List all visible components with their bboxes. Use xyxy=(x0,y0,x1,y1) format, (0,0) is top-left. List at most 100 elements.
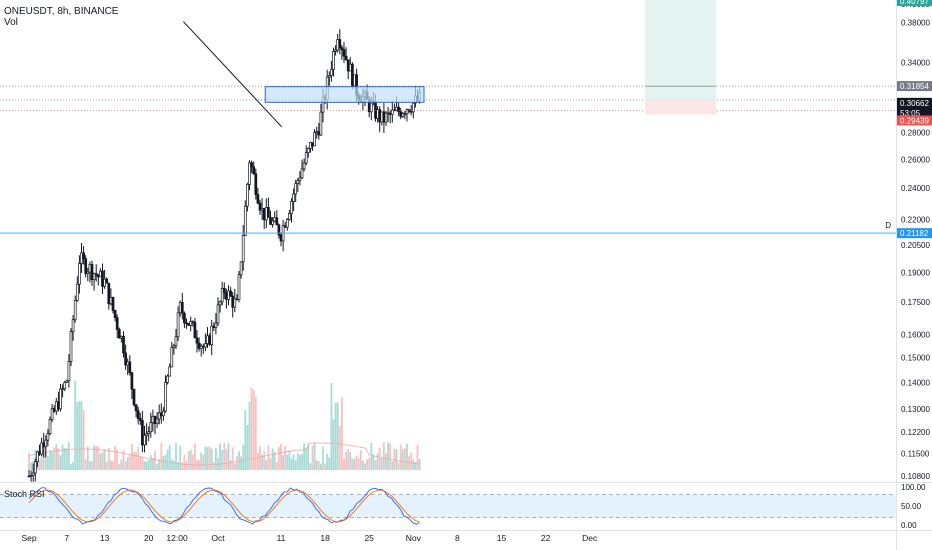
candle-body xyxy=(306,148,310,154)
volume-bar xyxy=(162,456,165,470)
candle-body xyxy=(405,109,409,115)
volume-bar xyxy=(383,442,385,470)
price-tick-label: 0.11500 xyxy=(901,449,930,458)
volume-bar xyxy=(231,447,234,470)
time-tick-label: 7 xyxy=(64,533,69,543)
volume-bar xyxy=(97,446,100,470)
candle-body xyxy=(40,442,43,455)
volume-bar xyxy=(385,453,387,470)
volume-bar xyxy=(320,463,322,470)
candle-body xyxy=(380,111,384,123)
volume-bar xyxy=(65,448,68,470)
price-tag xyxy=(897,0,932,6)
price-tag-label: 0.31854 xyxy=(900,82,929,91)
candle-body xyxy=(338,39,342,48)
candle-body xyxy=(269,216,272,225)
candle-body xyxy=(61,388,64,390)
volume-bar xyxy=(145,461,148,470)
volume-bar xyxy=(112,461,114,470)
candle-body xyxy=(147,431,151,434)
candle-body xyxy=(290,201,293,214)
candle-body xyxy=(101,270,104,287)
candle-body xyxy=(340,47,344,50)
volume-bar xyxy=(179,445,182,470)
candle-body xyxy=(157,412,161,420)
candle-body xyxy=(401,113,405,117)
volume-bar xyxy=(269,457,272,470)
volume-bar xyxy=(257,452,259,470)
price-tick-label: 0.12200 xyxy=(901,428,930,437)
candle-body xyxy=(63,382,67,390)
candle-body xyxy=(344,55,348,61)
candle-body xyxy=(313,132,316,147)
volume-bar xyxy=(76,401,79,470)
candle-body xyxy=(99,270,102,278)
volume-bar xyxy=(299,454,301,470)
candle-body xyxy=(201,345,205,348)
volume-bar xyxy=(412,459,415,470)
price-tag-label: 0.30662 xyxy=(900,99,929,108)
volume-bar xyxy=(221,449,224,470)
volume-bar xyxy=(55,444,58,470)
volume-bar xyxy=(353,458,356,470)
candle-body xyxy=(258,202,262,211)
volume-bar xyxy=(101,452,104,470)
volume-bar xyxy=(317,461,320,470)
volume-bar xyxy=(154,450,156,470)
volume-bar xyxy=(72,461,74,470)
candle-body xyxy=(241,235,245,263)
volume-bar xyxy=(233,463,236,470)
candle-body xyxy=(172,345,176,348)
volume-ma-line xyxy=(28,442,420,466)
volume-bar xyxy=(389,443,392,470)
candle-body xyxy=(395,106,398,111)
volume-bar xyxy=(173,460,175,470)
candle-body xyxy=(336,39,340,51)
candle-body xyxy=(138,418,142,421)
candle-body xyxy=(294,183,298,195)
candle-body xyxy=(216,304,220,324)
volume-bar xyxy=(78,401,81,470)
candle-body xyxy=(178,301,182,314)
volume-bar xyxy=(252,390,255,470)
price-tick-label: 0.28000 xyxy=(901,129,930,138)
volume-bar xyxy=(334,402,337,470)
volume-bar xyxy=(143,461,146,470)
candle-body xyxy=(298,177,302,182)
volume-bar xyxy=(141,457,144,470)
candle-body xyxy=(44,439,48,448)
volume-bar xyxy=(301,453,303,470)
volume-bar xyxy=(282,455,284,470)
volume-bar xyxy=(397,462,400,470)
volume-bar xyxy=(124,461,127,470)
volume-bar xyxy=(326,453,329,470)
volume-bar xyxy=(42,448,45,470)
volume-bar xyxy=(30,462,32,470)
candle-body xyxy=(271,220,274,225)
candle-body xyxy=(120,336,123,339)
volume-bar xyxy=(191,454,194,470)
price-tick-label: 0.10800 xyxy=(901,472,930,481)
candle-body xyxy=(262,208,266,221)
volume-bar xyxy=(261,454,263,470)
volume-bar xyxy=(349,452,352,470)
candle-body xyxy=(319,111,323,136)
volume-bar xyxy=(82,409,85,470)
candle-body xyxy=(122,336,125,354)
volume-bar xyxy=(366,459,368,470)
volume-bar xyxy=(387,442,389,470)
time-tick-label: 15 xyxy=(497,533,507,543)
volume-bar xyxy=(212,461,215,470)
volume-bar xyxy=(292,454,295,470)
volume-bar xyxy=(223,442,226,470)
volume-bar xyxy=(200,452,203,470)
volume-bar xyxy=(139,456,142,470)
volume-bar xyxy=(362,460,364,470)
candle-body xyxy=(145,433,148,436)
candle-body xyxy=(409,111,413,113)
candle-body xyxy=(107,282,111,305)
candle-body xyxy=(176,312,180,338)
volume-bar xyxy=(53,447,56,470)
volume-bar xyxy=(122,450,125,470)
